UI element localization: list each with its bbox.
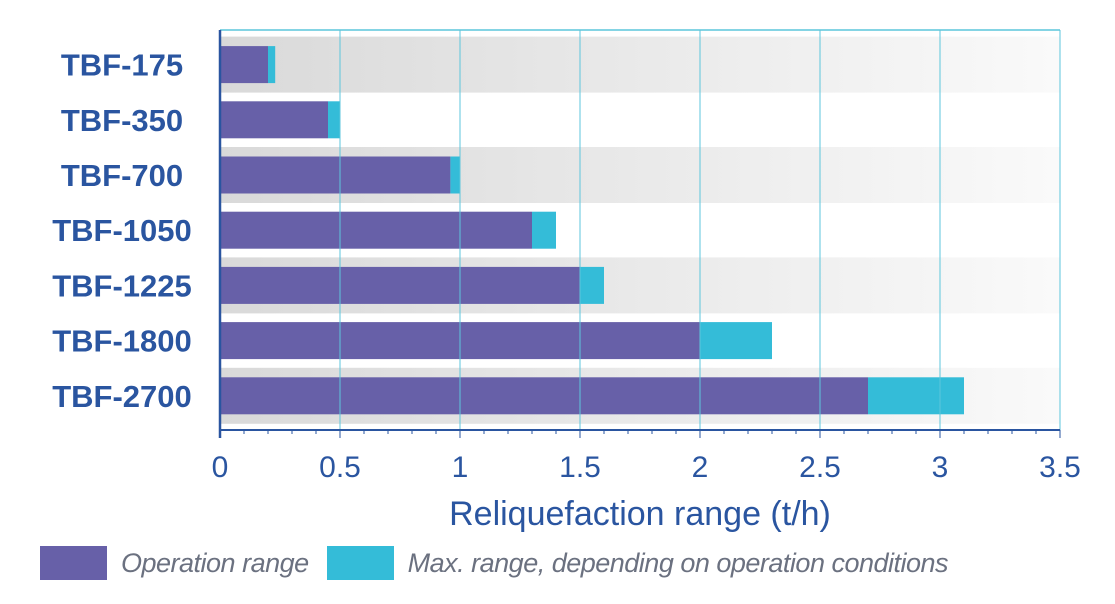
bar-operation-tbf-1225 (220, 266, 580, 304)
bar-max-tbf-2700 (868, 377, 964, 415)
row-bands (220, 36, 1060, 424)
tick-label: 2 (692, 451, 709, 484)
tick-label: 2.5 (799, 451, 841, 484)
bar-max-tbf-1800 (700, 322, 772, 360)
row-band (220, 36, 1060, 93)
x-axis-title: Reliquefaction range (t/h) (449, 495, 831, 533)
tick-label: 1 (452, 451, 469, 484)
bar-max-tbf-700 (450, 156, 460, 194)
category-label: TBF-700 (61, 158, 183, 193)
category-labels: TBF-175 TBF-350 TBF-700 TBF-1050 TBF-1225 TBF… (52, 48, 192, 414)
bar-max-tbf-175 (268, 46, 276, 84)
tick-labels: 0 0.5 1 1.5 2 2.5 3 3.5 (212, 451, 1081, 484)
gridlines (339, 30, 1061, 430)
tick-label: 0 (212, 451, 229, 484)
bar-max-tbf-1050 (532, 211, 556, 249)
legend-swatch-max (326, 546, 394, 580)
bars (220, 46, 964, 415)
legend-swatch-operation (40, 546, 107, 580)
tick-label: 1.5 (559, 451, 601, 484)
bar-max-tbf-350 (328, 101, 340, 139)
category-label: TBF-1050 (52, 213, 192, 248)
tick-label: 3 (932, 451, 949, 484)
category-label: TBF-1225 (52, 268, 192, 303)
legend: Operation range Max. range, depending on… (40, 545, 966, 581)
tick-label: 3.5 (1039, 451, 1081, 484)
bar-operation-tbf-1050 (220, 211, 532, 249)
bar-operation-tbf-175 (220, 46, 268, 84)
x-axis (218, 29, 1061, 438)
bar-operation-tbf-2700 (220, 377, 868, 415)
category-label: TBF-1800 (52, 324, 192, 359)
tick-label: 0.5 (319, 451, 361, 484)
bar-operation-tbf-350 (220, 101, 328, 139)
legend-label-operation: Operation range (121, 547, 309, 578)
bar-max-tbf-1225 (580, 266, 604, 304)
bar-chart: TBF-175 TBF-350 TBF-700 TBF-1050 TBF-1225 TBF… (52, 29, 1081, 533)
bar-operation-tbf-700 (220, 156, 451, 194)
category-label: TBF-2700 (52, 379, 192, 414)
category-label: TBF-175 (61, 48, 183, 83)
legend-label-max: Max. range, depending on operation condi… (407, 547, 949, 578)
category-label: TBF-350 (61, 103, 183, 138)
